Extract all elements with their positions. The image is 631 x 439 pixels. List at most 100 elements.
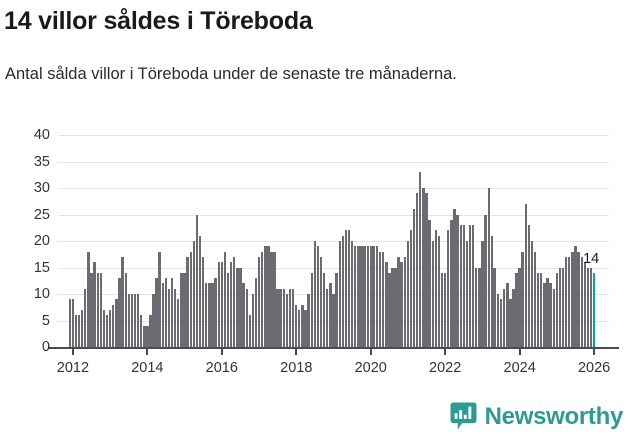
bar [254,278,258,347]
bar [121,256,124,347]
bar [502,288,506,347]
bar [515,272,518,347]
bar [546,278,549,347]
bar [115,299,118,347]
gridline [58,188,609,189]
bar [164,278,168,347]
bar [124,272,127,347]
bar [146,325,149,347]
bar [419,172,422,347]
bar [443,272,447,347]
bar [264,246,267,347]
bar [139,315,143,347]
bar [282,288,286,347]
bar [201,256,205,347]
bar [332,294,335,347]
bar [416,193,419,347]
bar [257,256,261,347]
bar [512,288,515,347]
bar [108,309,112,347]
chart-subtitle: Antal sålda villor i Töreboda under de s… [5,65,457,83]
bar [242,283,245,347]
gridline [58,215,609,216]
bar [322,272,326,347]
x-axis-tick-mark [72,349,74,355]
bar [111,304,115,347]
bar [499,299,503,347]
bar [155,278,158,347]
bar [360,246,363,347]
bar [149,315,152,347]
bar [552,288,556,347]
bar [118,278,121,347]
bar [273,251,276,347]
bar [236,267,239,347]
highlight-value-label: 14 [583,250,600,267]
bar [350,241,354,347]
x-axis-tick-label: 2026 [577,360,611,376]
bar-highlighted [592,272,596,347]
x-axis-tick-mark [444,349,446,355]
bar [400,262,403,347]
bar [344,230,347,347]
bar [87,251,90,347]
gridline [58,135,609,136]
bar [292,288,295,347]
y-axis-tick-label: 10 [33,286,50,302]
bar [549,283,552,347]
bar [446,230,450,347]
x-axis-tick-label: 2020 [354,360,387,376]
bar [468,225,472,347]
x-axis-tick-mark [146,349,148,355]
bar [211,283,214,347]
bar [102,309,105,347]
bar [316,246,320,347]
y-axis-tick-label: 30 [33,180,50,196]
y-axis-tick-label: 20 [33,233,50,249]
bar [543,283,546,347]
chart-plot-area: 0 5 10 15 20 25 30 35 40 2012 2014 2016 2018 2020 202… [33,128,619,376]
bar [381,251,385,347]
bar [456,214,459,347]
bar [366,246,369,347]
page-title: 14 villor såldes i Töreboda [4,7,313,35]
bar [130,294,133,347]
bar [320,256,323,347]
bar [83,288,87,347]
bar [478,267,481,347]
bar [357,246,360,347]
bar-chart-speech-bubble-icon [450,402,477,432]
bar [434,230,438,347]
bar [307,294,310,347]
bar [226,272,230,347]
y-axis-tick-label: 5 [41,313,50,329]
bar [90,272,93,347]
bar [338,241,342,347]
x-axis-tick-mark [295,349,297,355]
bar [375,246,379,347]
bar [406,241,410,347]
bar [161,283,165,347]
bar [481,241,484,347]
bar [524,203,528,347]
bar [431,241,435,347]
bar [484,214,487,347]
bar [571,251,574,347]
bar [152,294,155,347]
newsworthy-logo[interactable]: Newsworthy [450,402,623,432]
bar [298,309,301,347]
bar [363,246,366,347]
y-axis-tick-label: 25 [33,207,50,223]
bar [251,294,254,347]
bars-series [68,172,596,347]
y-axis-tick-label: 0 [41,339,50,355]
bar [192,241,196,347]
bar [171,278,174,347]
bar [459,225,463,347]
bar [220,262,223,347]
bar [204,283,208,347]
bar [388,272,391,347]
bar [462,225,465,347]
bar [385,262,388,347]
bar [270,251,273,347]
